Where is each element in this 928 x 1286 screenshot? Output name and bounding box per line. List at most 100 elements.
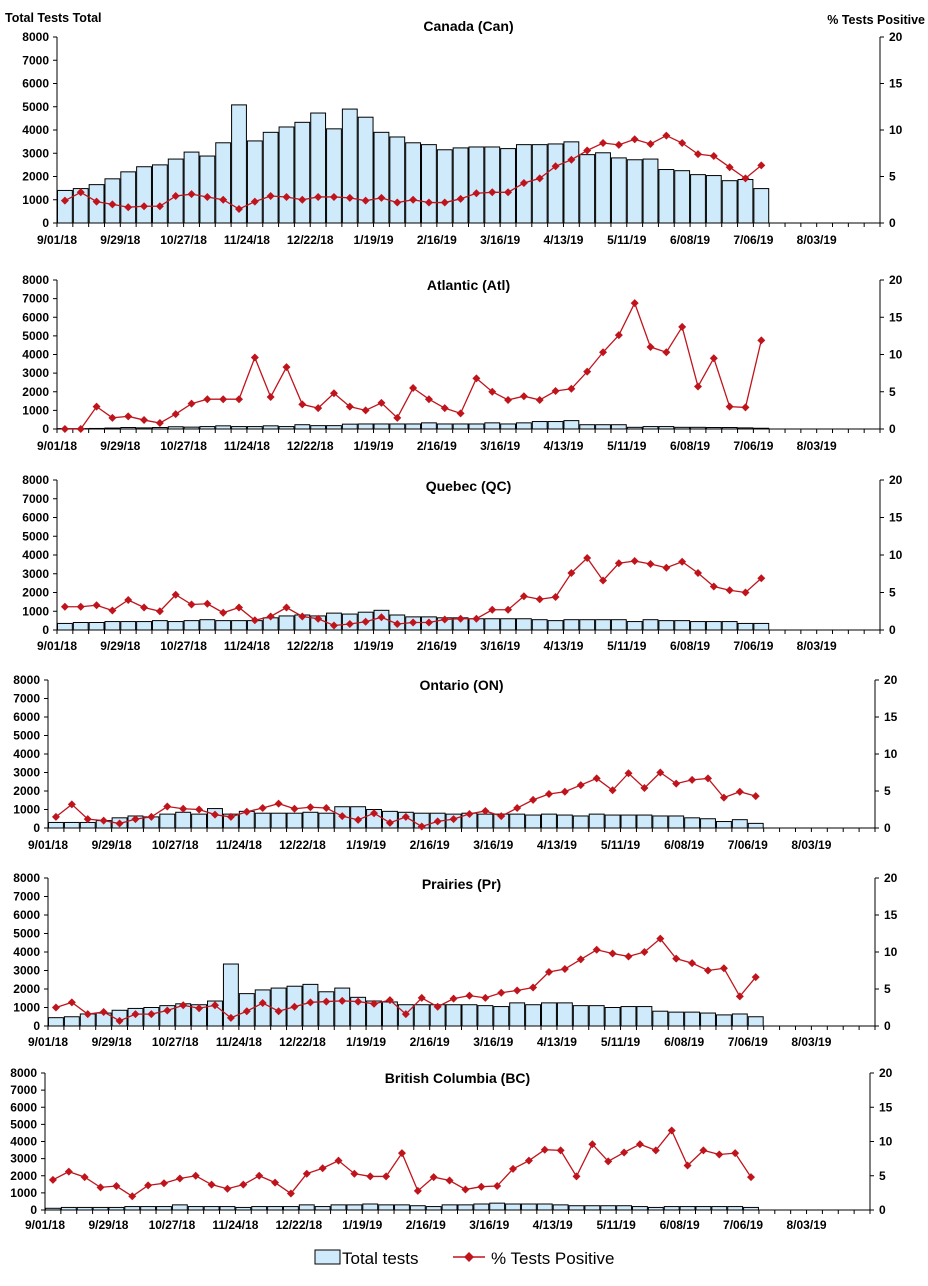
panel-2: Quebec (QC)01000200030004000500060007000… xyxy=(22,473,902,653)
total-tests-bar xyxy=(73,623,88,631)
total-tests-bar xyxy=(422,145,437,223)
right-tick-label: 0 xyxy=(884,1019,891,1033)
x-tick-label: 9/01/18 xyxy=(28,1035,68,1049)
total-tests-bar xyxy=(573,1006,588,1026)
pct-positive-point xyxy=(172,410,180,418)
total-tests-bar xyxy=(152,165,167,223)
pct-positive-point xyxy=(752,792,760,800)
left-tick-label: 7000 xyxy=(13,890,40,904)
total-tests-bar xyxy=(748,1017,763,1026)
total-tests-bar xyxy=(220,1207,235,1210)
pct-positive-point xyxy=(251,353,259,361)
left-tick-label: 5000 xyxy=(13,729,40,743)
left-tick-label: 7000 xyxy=(10,1083,37,1097)
panel-title: Prairies (Pr) xyxy=(422,876,501,892)
total-tests-bar xyxy=(347,1205,362,1210)
pct-positive-point xyxy=(188,601,196,609)
total-tests-bar xyxy=(659,170,674,223)
panel-1: Atlantic (Atl)01000200030004000500060007… xyxy=(22,273,902,453)
pct-positive-point xyxy=(461,1185,469,1193)
total-tests-bar xyxy=(58,190,73,223)
left-tick-label: 4000 xyxy=(13,945,40,959)
pct-positive-point xyxy=(497,989,505,997)
x-tick-label: 7/06/19 xyxy=(733,439,773,453)
panel-title: Canada (Can) xyxy=(423,18,513,34)
panel-title: British Columbia (BC) xyxy=(385,1070,530,1086)
total-tests-bar xyxy=(295,122,310,223)
total-tests-bar xyxy=(311,113,326,223)
total-tests-bar xyxy=(469,424,484,429)
total-tests-bar xyxy=(426,1207,441,1210)
pct-positive-point xyxy=(140,416,148,424)
total-tests-bar xyxy=(283,1207,298,1210)
total-tests-bar xyxy=(754,189,769,223)
pct-positive-line xyxy=(53,1131,751,1197)
left-tick-label: 1000 xyxy=(13,1001,40,1015)
left-axis-header: Total Tests Total xyxy=(5,11,102,25)
total-tests-bar xyxy=(327,426,342,429)
total-tests-bar xyxy=(675,171,690,223)
left-tick-label: 4000 xyxy=(10,1135,37,1149)
pct-positive-point xyxy=(624,952,632,960)
right-tick-label: 5 xyxy=(889,586,896,600)
total-tests-bar xyxy=(485,423,500,429)
total-tests-bar xyxy=(462,1005,477,1026)
pct-positive-point xyxy=(255,1172,263,1180)
total-tests-bar xyxy=(542,814,557,828)
total-tests-bar xyxy=(176,812,191,828)
right-tick-label: 20 xyxy=(889,30,903,44)
total-tests-bar xyxy=(410,1206,425,1210)
total-tests-bar xyxy=(406,143,421,223)
pct-positive-line xyxy=(65,303,761,429)
total-tests-bar xyxy=(268,1207,283,1210)
total-tests-bar xyxy=(152,621,167,630)
x-tick-label: 11/24/18 xyxy=(212,1218,258,1232)
total-tests-bar xyxy=(200,620,215,630)
total-tests-bar xyxy=(728,1207,743,1210)
total-tests-bar xyxy=(137,167,152,223)
pct-positive-point xyxy=(631,557,639,565)
pct-positive-point xyxy=(188,400,196,408)
pct-positive-point xyxy=(513,986,521,994)
pct-positive-point xyxy=(306,803,314,811)
left-tick-label: 4000 xyxy=(22,348,49,362)
x-tick-label: 7/06/19 xyxy=(728,1035,768,1049)
total-tests-bar xyxy=(664,1207,679,1210)
x-tick-label: 6/08/19 xyxy=(660,1218,700,1232)
right-tick-label: 10 xyxy=(884,945,898,959)
total-tests-bar xyxy=(105,622,120,630)
pct-positive-point xyxy=(219,395,227,403)
x-tick-label: 1/19/19 xyxy=(346,1035,386,1049)
left-tick-label: 6000 xyxy=(13,908,40,922)
pct-positive-point xyxy=(176,1174,184,1182)
pct-positive-point xyxy=(93,403,101,411)
x-tick-label: 11/24/18 xyxy=(224,233,270,247)
total-tests-bar xyxy=(501,619,516,630)
total-tests-bar xyxy=(691,175,706,223)
pct-positive-point xyxy=(203,395,211,403)
total-tests-bar xyxy=(406,424,421,429)
x-tick-label: 3/16/19 xyxy=(480,439,520,453)
total-tests-bar xyxy=(247,141,262,223)
x-tick-label: 10/27/18 xyxy=(152,838,199,852)
total-tests-bar xyxy=(580,155,595,223)
left-tick-label: 6000 xyxy=(22,511,49,525)
left-tick-label: 3000 xyxy=(22,146,49,160)
total-tests-bar xyxy=(589,1006,604,1026)
pct-positive-point xyxy=(688,959,696,967)
x-tick-label: 5/11/19 xyxy=(607,439,647,453)
right-tick-label: 15 xyxy=(889,77,903,91)
pct-positive-point xyxy=(124,412,132,420)
pct-positive-point xyxy=(609,949,617,957)
pct-positive-point xyxy=(477,1183,485,1191)
x-tick-label: 3/16/19 xyxy=(469,1218,509,1232)
total-tests-bar xyxy=(526,815,541,828)
total-tests-bar xyxy=(685,1012,700,1026)
x-tick-label: 8/03/19 xyxy=(787,1218,827,1232)
x-tick-label: 12/22/18 xyxy=(287,639,334,653)
pct-positive-point xyxy=(235,395,243,403)
total-tests-bar xyxy=(548,422,563,429)
total-tests-bar xyxy=(490,1203,505,1210)
total-tests-bar xyxy=(701,819,716,828)
x-tick-label: 10/27/18 xyxy=(152,1035,199,1049)
